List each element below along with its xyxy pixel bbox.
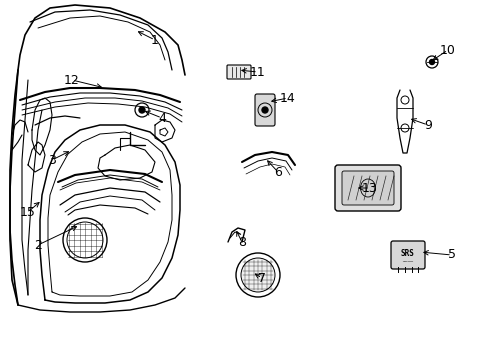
Text: 15: 15 — [20, 206, 36, 219]
Circle shape — [262, 107, 267, 113]
Text: 13: 13 — [362, 181, 377, 194]
FancyBboxPatch shape — [334, 165, 400, 211]
Text: 14: 14 — [280, 91, 295, 104]
FancyBboxPatch shape — [226, 65, 250, 79]
Text: 2: 2 — [34, 239, 42, 252]
Text: 7: 7 — [258, 271, 265, 284]
Text: ____: ____ — [402, 256, 413, 261]
Text: 8: 8 — [238, 235, 245, 248]
Circle shape — [139, 107, 145, 113]
Text: 1: 1 — [151, 33, 159, 46]
Circle shape — [241, 258, 274, 292]
Text: 5: 5 — [447, 248, 455, 261]
FancyBboxPatch shape — [254, 94, 274, 126]
Text: 4: 4 — [158, 112, 165, 125]
Text: 11: 11 — [250, 66, 265, 78]
Text: 10: 10 — [439, 44, 455, 57]
Text: SRS: SRS — [400, 248, 414, 257]
FancyBboxPatch shape — [390, 241, 424, 269]
Text: 12: 12 — [64, 73, 80, 86]
Circle shape — [428, 59, 434, 64]
Text: 3: 3 — [48, 153, 56, 166]
Text: 9: 9 — [423, 118, 431, 131]
FancyBboxPatch shape — [341, 171, 393, 205]
Text: 6: 6 — [273, 166, 282, 179]
